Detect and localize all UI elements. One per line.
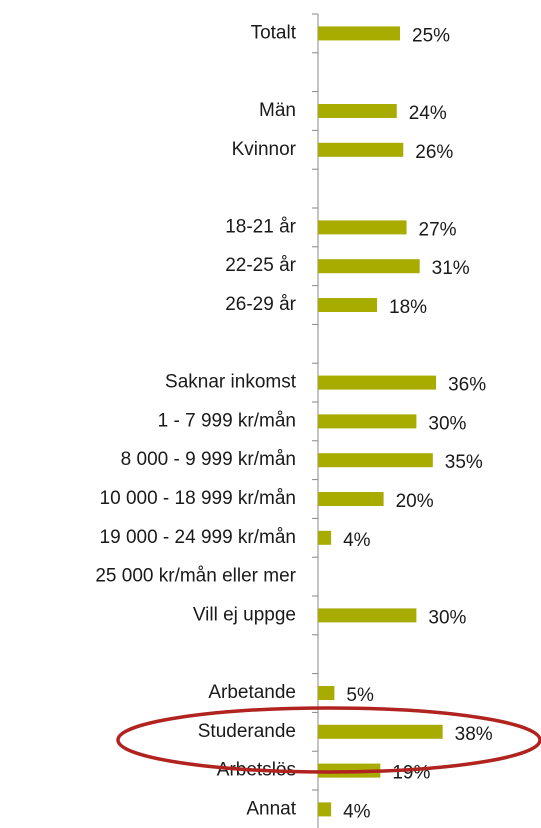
bar xyxy=(318,530,332,545)
category-label: Saknar inkomst xyxy=(165,372,297,393)
value-label: 4% xyxy=(343,530,371,551)
bar xyxy=(318,298,378,312)
category-label: 18-21 år xyxy=(225,216,296,237)
category-label: 19 000 - 24 999 kr/mån xyxy=(100,527,296,548)
value-label: 38% xyxy=(455,724,493,745)
category-label: 1 - 7 999 kr/mån xyxy=(158,410,296,431)
category-label: 10 000 - 18 999 kr/mån xyxy=(100,488,296,509)
category-label: 8 000 - 9 999 kr/mån xyxy=(121,449,296,470)
value-label: 36% xyxy=(448,375,486,396)
value-label: 30% xyxy=(428,607,466,628)
category-label: 26-29 år xyxy=(225,294,296,315)
bar xyxy=(318,608,417,623)
category-label: Kvinnor xyxy=(232,139,297,160)
category-label: 25 000 kr/mån eller mer xyxy=(95,566,296,587)
bar xyxy=(318,220,407,235)
value-label: 5% xyxy=(346,685,374,706)
value-label: 35% xyxy=(445,452,483,473)
category-label: Annat xyxy=(246,798,296,819)
bar xyxy=(318,414,417,429)
value-label: 24% xyxy=(409,103,447,124)
bar xyxy=(318,259,420,274)
category-label: Män xyxy=(259,100,296,121)
bar xyxy=(318,142,404,157)
bar xyxy=(318,492,384,506)
category-label: 22-25 år xyxy=(225,255,296,276)
bar xyxy=(318,375,437,390)
category-label: Arbetande xyxy=(208,682,296,703)
value-label: 20% xyxy=(396,491,434,512)
value-label: 30% xyxy=(428,413,466,434)
value-label: 27% xyxy=(419,219,457,240)
category-label: Vill ej uppge xyxy=(193,604,296,625)
highlight-ellipse xyxy=(116,706,541,774)
bar xyxy=(318,453,433,468)
plot-area: Totalt 25% Män 24% Kvinnor 26% 18-21 år 27% 22-2… xyxy=(95,13,493,828)
value-label: 26% xyxy=(415,142,453,163)
bar xyxy=(318,686,335,700)
bar xyxy=(318,26,400,41)
bar xyxy=(318,724,443,739)
value-label: 19% xyxy=(392,763,430,784)
value-label: 25% xyxy=(412,25,450,46)
value-label: 4% xyxy=(343,801,371,822)
value-label: 18% xyxy=(389,297,427,318)
bar xyxy=(318,104,397,118)
bar xyxy=(318,802,332,817)
value-label: 31% xyxy=(432,258,470,279)
category-label: Totalt xyxy=(251,22,297,43)
category-label: Studerande xyxy=(198,721,296,742)
